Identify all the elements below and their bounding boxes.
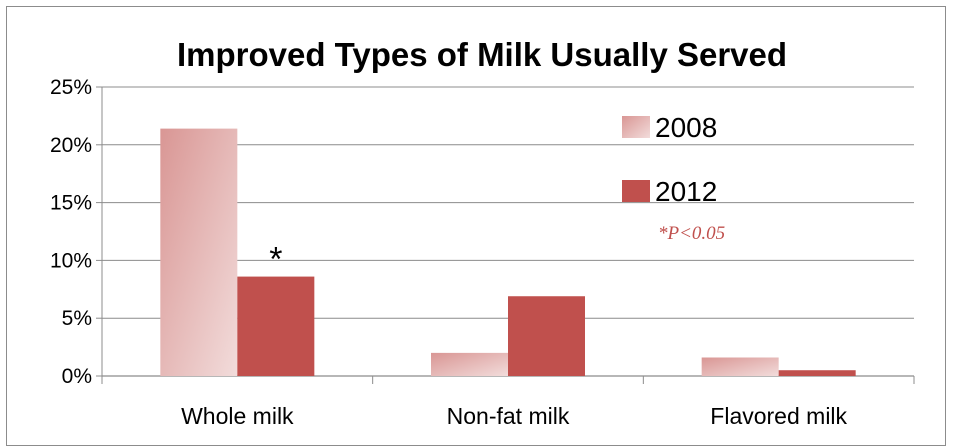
- significance-note: *P<0.05: [658, 223, 725, 244]
- bar-2012-non-fat-milk: [508, 296, 585, 376]
- x-category-label: Non-fat milk: [447, 403, 570, 427]
- chart-title: Improved Types of Milk Usually Served: [177, 36, 787, 73]
- bar-2008-whole-milk: [160, 128, 238, 376]
- y-tick-label: 0%: [62, 365, 92, 388]
- y-tick-label: 20%: [50, 134, 92, 157]
- legend-swatch-2008: [622, 116, 650, 138]
- bar-2012-flavored-milk: [778, 370, 856, 376]
- legend-label-2008: 2008: [655, 112, 717, 143]
- bar-2012-whole-milk: [237, 276, 315, 376]
- bar-2008-non-fat-milk: [431, 352, 508, 376]
- legend-swatch-2012: [622, 180, 650, 202]
- x-category-label: Whole milk: [181, 403, 294, 427]
- significance-marker: *: [269, 241, 282, 279]
- y-tick-label: 25%: [50, 76, 92, 99]
- x-category-label: Flavored milk: [710, 403, 847, 427]
- y-tick-label: 15%: [50, 192, 92, 215]
- bar-chart: Improved Types of Milk Usually Served 0%…: [50, 36, 915, 427]
- y-tick-label: 10%: [50, 249, 92, 272]
- y-tick-label: 5%: [62, 307, 92, 330]
- bar-2008-flavored-milk: [701, 357, 779, 376]
- legend-label-2012: 2012: [655, 176, 717, 207]
